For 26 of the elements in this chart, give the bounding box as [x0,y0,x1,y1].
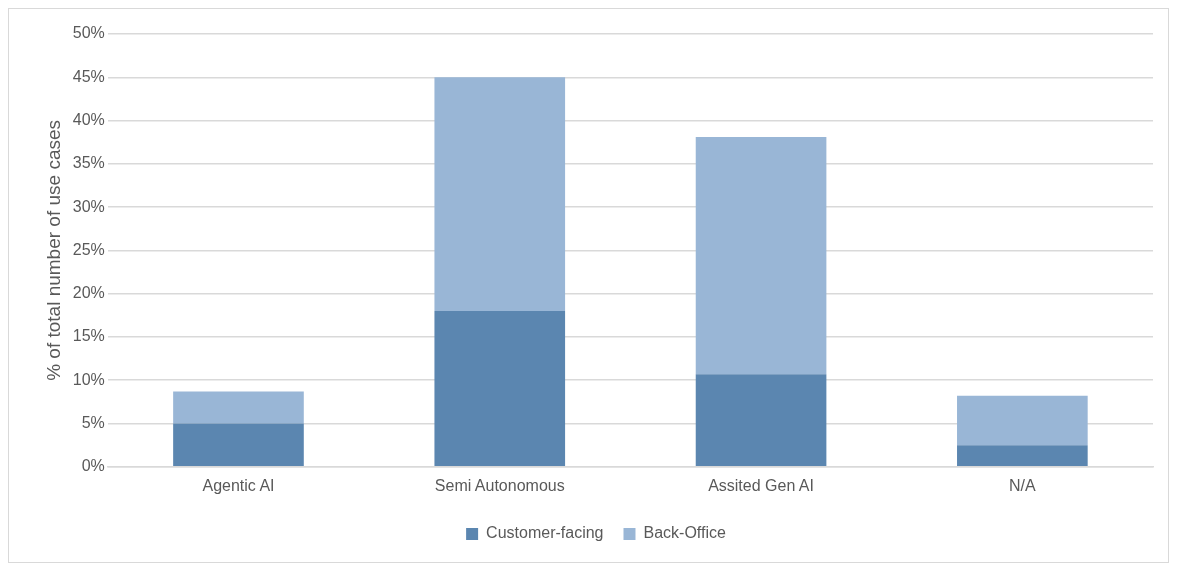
y-tick-label: 20% [72,284,105,302]
y-tick-label: 0% [81,457,105,475]
y-tick-label: 45% [72,67,105,85]
y-tick-label: 10% [72,370,105,388]
x-tick-label: Assited Gen AI [708,476,814,494]
x-tick-label: Agentic AI [202,476,275,494]
x-tick-label: Semi Autonomous [434,476,565,494]
bar [695,374,827,467]
x-tick-label: N/A [1009,476,1037,494]
y-tick-label: 25% [72,240,105,258]
y-tick-label: 15% [72,327,105,345]
bar [434,77,566,311]
bar [173,423,304,467]
y-tick-label: 35% [72,154,105,172]
bar [695,137,827,375]
bar [957,445,1088,467]
bar [173,391,304,424]
y-tick-label: 40% [72,110,105,128]
y-axis-title: % of total number of use cases [42,119,64,381]
y-tick-label: 5% [81,413,105,431]
legend-label: Customer-facing [486,524,604,542]
y-tick-label: 30% [72,197,105,215]
legend-label: Back-Office [643,524,726,542]
bar [434,310,566,467]
bar [957,395,1088,446]
y-tick-label: 50% [72,24,105,42]
